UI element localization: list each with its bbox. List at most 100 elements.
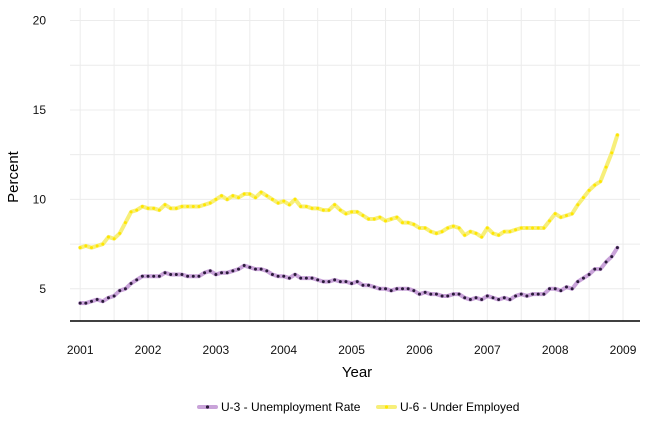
data-point bbox=[559, 289, 563, 293]
data-point bbox=[463, 296, 467, 300]
data-point bbox=[412, 222, 416, 226]
series-u6 bbox=[78, 132, 620, 250]
data-point bbox=[135, 278, 139, 282]
data-point bbox=[553, 212, 557, 216]
data-point bbox=[474, 296, 478, 300]
data-point bbox=[333, 203, 337, 207]
series-layer bbox=[78, 132, 620, 306]
series-line bbox=[78, 132, 620, 250]
data-point bbox=[446, 294, 450, 298]
data-point bbox=[89, 246, 93, 250]
data-point bbox=[406, 287, 410, 291]
data-point bbox=[89, 299, 93, 303]
data-point bbox=[157, 274, 161, 278]
y-tick-label: 5 bbox=[39, 282, 46, 296]
data-point bbox=[485, 226, 489, 230]
data-point bbox=[299, 276, 303, 280]
data-point bbox=[118, 231, 122, 235]
data-point bbox=[598, 179, 602, 183]
data-point bbox=[514, 228, 518, 232]
data-point bbox=[146, 206, 150, 210]
data-point bbox=[231, 194, 235, 198]
data-point bbox=[214, 197, 218, 201]
data-point bbox=[610, 255, 614, 259]
data-point bbox=[610, 151, 614, 155]
data-point bbox=[140, 205, 144, 209]
x-tick-label: 2003 bbox=[203, 343, 230, 357]
data-point bbox=[519, 292, 523, 296]
data-point bbox=[553, 287, 557, 291]
data-point bbox=[593, 183, 597, 187]
series-u3 bbox=[78, 245, 620, 306]
data-point bbox=[401, 287, 404, 291]
data-point bbox=[525, 294, 529, 298]
data-point bbox=[417, 292, 421, 296]
data-point bbox=[604, 165, 608, 169]
data-point bbox=[570, 212, 574, 216]
data-point bbox=[253, 196, 257, 200]
data-point bbox=[95, 298, 99, 302]
data-point bbox=[451, 292, 455, 296]
data-point bbox=[378, 287, 382, 291]
x-tick-label: 2006 bbox=[406, 343, 433, 357]
legend-item-u6: U-6 - Under Employed bbox=[376, 400, 519, 414]
data-point bbox=[350, 210, 354, 214]
data-point bbox=[214, 273, 218, 276]
data-point bbox=[118, 289, 122, 293]
data-point bbox=[548, 219, 552, 223]
data-point bbox=[372, 285, 376, 289]
x-tick-label: 2004 bbox=[270, 343, 297, 357]
data-point bbox=[536, 292, 540, 296]
data-point bbox=[304, 276, 308, 280]
data-point bbox=[203, 271, 207, 275]
data-point bbox=[548, 287, 552, 291]
data-point bbox=[355, 210, 359, 214]
legend-item-u3: U-3 - Unemployment Rate bbox=[197, 400, 361, 414]
data-point bbox=[350, 281, 354, 285]
data-point bbox=[367, 217, 371, 221]
data-point bbox=[101, 242, 105, 246]
data-point bbox=[191, 205, 195, 209]
data-point bbox=[270, 273, 274, 276]
data-point bbox=[615, 133, 619, 137]
data-point bbox=[123, 287, 127, 291]
data-point bbox=[253, 267, 257, 271]
data-point bbox=[344, 212, 348, 216]
data-point bbox=[401, 221, 404, 225]
data-point bbox=[593, 267, 597, 271]
data-point bbox=[440, 230, 444, 234]
data-point bbox=[78, 301, 82, 305]
data-point bbox=[531, 226, 535, 230]
x-tick-label: 2008 bbox=[542, 343, 569, 357]
data-point bbox=[259, 267, 263, 271]
data-point bbox=[474, 231, 478, 235]
data-point bbox=[316, 278, 320, 282]
data-point bbox=[310, 206, 314, 210]
data-point bbox=[514, 294, 518, 298]
data-point bbox=[78, 246, 82, 250]
data-point bbox=[180, 273, 184, 276]
data-point bbox=[287, 276, 291, 280]
data-point bbox=[502, 296, 506, 300]
data-point bbox=[265, 194, 269, 198]
data-point bbox=[542, 226, 546, 230]
data-point bbox=[163, 271, 167, 275]
data-point bbox=[304, 205, 308, 209]
data-point bbox=[186, 274, 190, 278]
data-point bbox=[140, 274, 144, 278]
x-axis-title: Year bbox=[342, 364, 372, 381]
data-point bbox=[519, 226, 523, 230]
x-tick-label: 2009 bbox=[610, 343, 637, 357]
data-point bbox=[191, 274, 195, 278]
data-point bbox=[101, 299, 105, 303]
data-point bbox=[468, 298, 472, 302]
y-tick-label: 10 bbox=[33, 192, 47, 206]
data-point bbox=[463, 233, 467, 237]
data-point bbox=[180, 205, 184, 209]
data-point bbox=[174, 273, 178, 276]
data-point bbox=[502, 230, 506, 234]
data-point bbox=[242, 192, 246, 196]
data-point bbox=[457, 226, 461, 230]
data-point bbox=[169, 206, 173, 210]
data-point bbox=[225, 271, 229, 275]
